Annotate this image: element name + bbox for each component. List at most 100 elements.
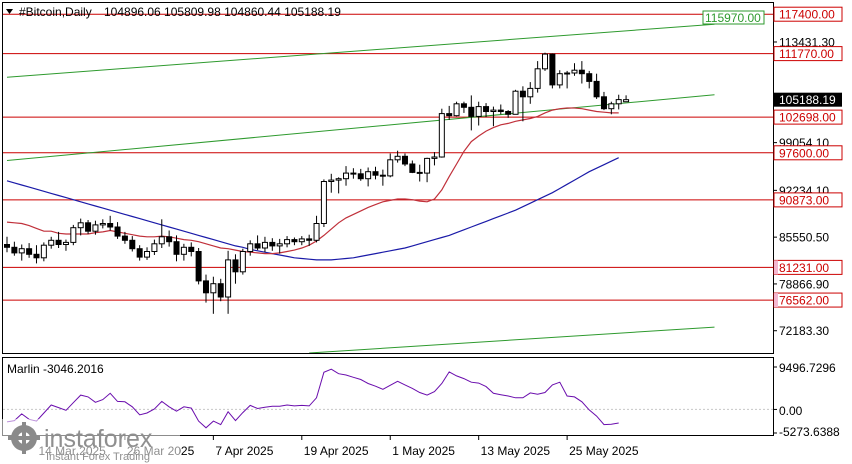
candle — [578, 61, 585, 84]
candle-body — [350, 172, 357, 175]
candle — [593, 73, 600, 99]
candle-body — [306, 238, 313, 241]
candle-body — [328, 179, 335, 183]
candle-body — [114, 226, 121, 237]
candle-body — [70, 227, 77, 243]
candle — [608, 101, 615, 115]
candle — [298, 236, 305, 246]
watermark: instaforex Instant Forex Trading — [0, 419, 180, 464]
candle-body — [92, 224, 99, 232]
candle-body — [18, 248, 25, 254]
candle-body — [48, 239, 55, 246]
candle-body — [173, 241, 180, 255]
candle-body — [254, 243, 261, 249]
candle — [556, 70, 563, 89]
candle — [431, 152, 438, 166]
candle-body — [431, 156, 438, 159]
indicator-label: Marlin -3046.2016 — [7, 362, 104, 376]
candle — [136, 245, 143, 261]
level-price-label: 81231.00 — [779, 261, 829, 275]
candle — [468, 95, 475, 131]
candle — [11, 241, 18, 256]
candle-body — [394, 155, 401, 161]
time-tick-label: 25 May 2025 — [569, 444, 639, 458]
candle-body — [202, 280, 209, 294]
candle-body — [107, 223, 114, 228]
candle-body — [490, 109, 497, 112]
candle-body — [85, 222, 92, 232]
level-price-label: 97600.00 — [779, 146, 829, 160]
candle-body — [40, 244, 47, 259]
candle — [313, 215, 320, 243]
candle — [387, 153, 394, 178]
triangle-down-icon[interactable] — [6, 9, 13, 14]
candle-body — [166, 236, 173, 243]
candle — [107, 215, 114, 231]
indicator-tick-top: 9496.7296 — [779, 361, 836, 375]
channel-label-box — [702, 10, 765, 25]
candle-body — [424, 157, 431, 174]
candle-body — [195, 251, 202, 282]
candle-body — [578, 69, 585, 75]
candle — [401, 153, 408, 167]
candle — [99, 219, 106, 229]
candle — [409, 160, 416, 174]
time-tick-label: 19 Apr 2025 — [304, 444, 369, 458]
channel-label: 115970.00 — [705, 11, 761, 25]
candle — [372, 166, 379, 180]
candle-body — [453, 103, 460, 117]
indicator-line — [6, 368, 619, 429]
candle-body — [144, 251, 151, 258]
candle — [225, 250, 232, 314]
candle — [490, 106, 497, 127]
candle — [217, 278, 224, 302]
candle-body — [586, 73, 593, 82]
candle-body — [343, 172, 350, 180]
candle — [18, 244, 25, 261]
candle-body — [438, 113, 445, 158]
indicator-pane-frame — [2, 357, 774, 436]
candle — [239, 248, 246, 275]
candle — [615, 94, 622, 110]
ma-fast-line — [6, 107, 619, 255]
channel-lower-line — [309, 326, 715, 353]
candle-body — [416, 171, 423, 174]
candle — [343, 166, 350, 186]
candle — [549, 53, 556, 89]
candle — [453, 101, 460, 117]
candle-body — [615, 99, 622, 105]
candle-body — [121, 235, 128, 241]
candle — [284, 236, 291, 248]
candle-body — [468, 106, 475, 117]
candle-body — [401, 155, 408, 165]
candle — [291, 237, 298, 246]
candle — [446, 105, 453, 120]
level-badge-accent — [774, 260, 778, 275]
price-tick-label: 113431.30 — [779, 35, 835, 49]
candle — [306, 234, 313, 246]
candle-body — [534, 68, 541, 89]
candle-body — [379, 174, 386, 177]
candle — [254, 235, 261, 251]
time-tick-label: 7 Apr 2025 — [215, 444, 273, 458]
main-pane-frame — [2, 2, 774, 354]
current-price-badge — [774, 92, 842, 107]
candle-body — [549, 53, 556, 86]
candle — [542, 52, 549, 71]
candle — [586, 70, 593, 89]
current-price-label: 105188.19 — [779, 93, 836, 107]
candle — [424, 157, 431, 183]
level-price-label: 117400.00 — [779, 8, 835, 22]
candle — [144, 247, 151, 260]
candle-body — [608, 103, 615, 110]
candle — [210, 276, 217, 314]
candle-body — [55, 239, 62, 246]
price-tick-label: 72183.30 — [779, 324, 829, 338]
candle — [158, 219, 165, 248]
indicator-tick-bottom: -5273.6388 — [779, 425, 840, 439]
candle — [534, 61, 541, 93]
candle-body — [623, 99, 630, 103]
candle-body — [357, 173, 364, 180]
candle-body — [446, 113, 453, 117]
